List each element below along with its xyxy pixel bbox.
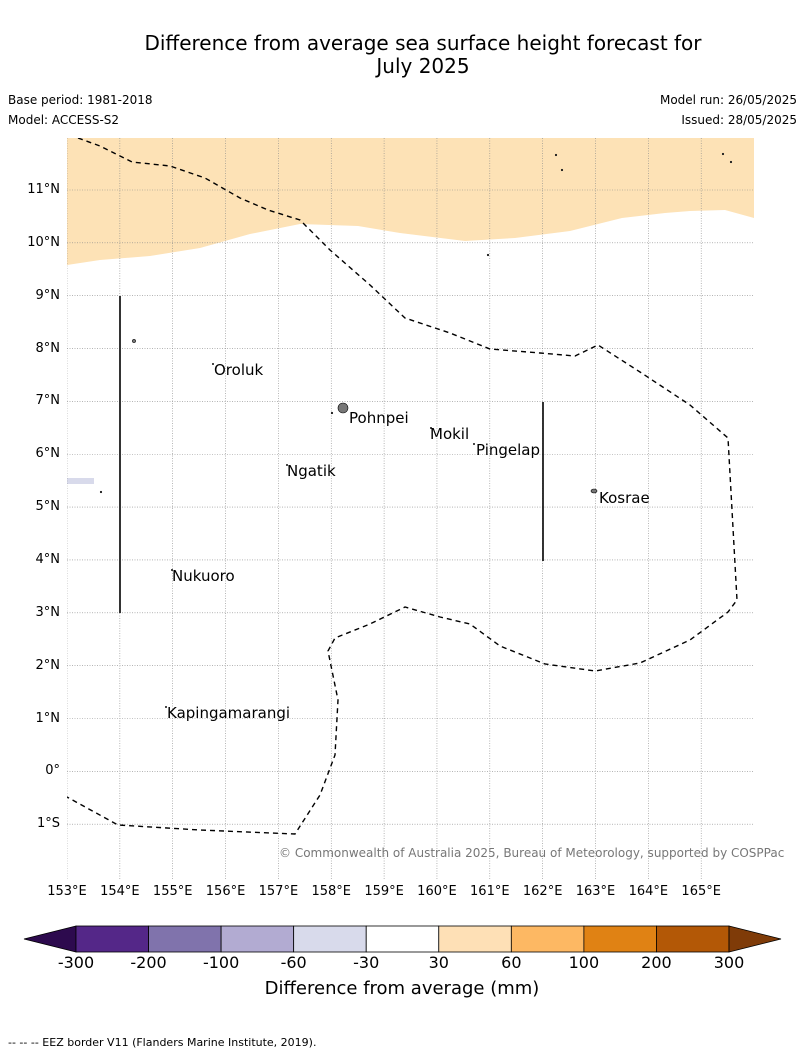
- latitude-label: 11°N: [27, 182, 60, 197]
- place-label-mokil: Mokil: [430, 425, 470, 443]
- latitude-label: 8°N: [35, 340, 61, 356]
- place-label-ngatik: Ngatik: [287, 462, 336, 480]
- longitude-label: 157°E: [258, 884, 299, 899]
- oroluk-dot: [212, 362, 215, 365]
- base-period: Base period: 1981-2018: [8, 93, 153, 107]
- longitude-label: 158°E: [311, 884, 352, 899]
- copyright-notice: © Commonwealth of Australia 2025, Bureau…: [279, 846, 785, 860]
- model-run-date: Model run: 26/05/2025: [659, 93, 797, 107]
- colorbar-tick: -100: [202, 953, 240, 972]
- colorbar-tick: -200: [130, 953, 167, 972]
- negative-anomaly-patch: [67, 478, 94, 484]
- longitude-label: 160°E: [417, 884, 457, 899]
- colorbar-tick: -30: [353, 953, 380, 972]
- mokil-dot: [429, 426, 432, 429]
- colorbar-label: Difference from average (mm): [264, 978, 540, 999]
- longitude-label: 153°E: [47, 884, 87, 899]
- model-name: Model: ACCESS-S2: [8, 113, 120, 127]
- longitude-label: 155°E: [152, 884, 193, 899]
- atoll-marker: [554, 153, 558, 157]
- colorbar-segment: [148, 925, 222, 953]
- eez-footnote: -- -- -- EEZ border V11 (Flanders Marine…: [8, 1036, 317, 1049]
- issued-date: Issued: 28/05/2025: [681, 113, 797, 127]
- colorbar: [23, 925, 782, 953]
- colorbar-extend-low: [23, 925, 77, 953]
- longitude-label: 164°E: [628, 884, 669, 899]
- colorbar-segment: [293, 925, 367, 953]
- longitude-label: 154°E: [100, 884, 140, 899]
- colorbar-tick: -300: [57, 953, 95, 972]
- atoll-marker: [729, 160, 733, 164]
- pohnpei-island: [337, 402, 349, 414]
- map-title: Difference from average sea surface heig…: [144, 31, 702, 78]
- colorbar-tick: 200: [641, 953, 672, 972]
- colorbar-segment: [365, 925, 440, 953]
- atoll-marker: [721, 152, 725, 156]
- atoll-marker: [99, 490, 103, 494]
- ngatik-dot: [285, 463, 288, 466]
- longitude-label: 162°E: [522, 884, 563, 899]
- latitude-label: 3°N: [35, 604, 61, 620]
- colorbar-segment: [438, 925, 512, 953]
- colorbar-segment: [656, 925, 730, 953]
- latitude-label: 7°N: [35, 393, 61, 409]
- latitude-label: 10°N: [27, 234, 60, 250]
- colorbar-tick: -60: [280, 953, 307, 972]
- longitude-label: 161°E: [470, 884, 510, 899]
- atoll-marker: [330, 411, 334, 415]
- place-label-oroluk: Oroluk: [214, 361, 264, 379]
- latitude-label: 1°N: [35, 710, 61, 726]
- longitude-label: 156°E: [205, 884, 246, 899]
- colorbar-extend-high: [728, 925, 782, 953]
- atoll-marker: [486, 253, 490, 257]
- latitude-label: 9°N: [35, 287, 61, 303]
- longitude-label: 165°E: [681, 884, 721, 899]
- colorbar-tick: 30: [428, 953, 449, 972]
- colorbar-tick: 60: [501, 953, 522, 972]
- eez-border: [67, 138, 738, 835]
- place-label-pohnpei: Pohnpei: [349, 409, 409, 427]
- colorbar-segment: [75, 925, 149, 953]
- atoll-marker: [132, 339, 136, 343]
- atoll-marker: [560, 168, 564, 172]
- place-label-kosrae: Kosrae: [599, 489, 650, 507]
- positive-anomaly-region: [67, 138, 754, 265]
- colorbar-segment: [220, 925, 295, 953]
- colorbar-segment: [583, 925, 657, 953]
- longitude-label: 159°E: [364, 884, 404, 899]
- map-background: [67, 138, 754, 879]
- longitude-label: 163°E: [575, 884, 616, 899]
- latitude-label: 4°N: [35, 551, 61, 567]
- latitude-label: 0°: [45, 763, 60, 779]
- colorbar-tick: 100: [568, 953, 600, 972]
- colorbar-tick: 300: [713, 953, 745, 972]
- place-label-kapingamarangi: Kapingamarangi: [167, 704, 291, 722]
- kosrae-island: [590, 488, 598, 494]
- pingelap-dot: [472, 442, 475, 445]
- island-markers: [99, 152, 733, 708]
- colorbar-segment: [510, 925, 585, 953]
- kapingamarangi-dot: [165, 705, 168, 708]
- latitude-label: 2°N: [35, 657, 61, 673]
- latitude-label: 6°N: [35, 446, 61, 462]
- place-label-nukuoro: Nukuoro: [172, 567, 235, 585]
- nukuoro-dot: [171, 568, 174, 571]
- latitude-label: 5°N: [35, 499, 61, 515]
- place-label-pingelap: Pingelap: [476, 441, 541, 459]
- latitude-label: 1°S: [36, 816, 60, 832]
